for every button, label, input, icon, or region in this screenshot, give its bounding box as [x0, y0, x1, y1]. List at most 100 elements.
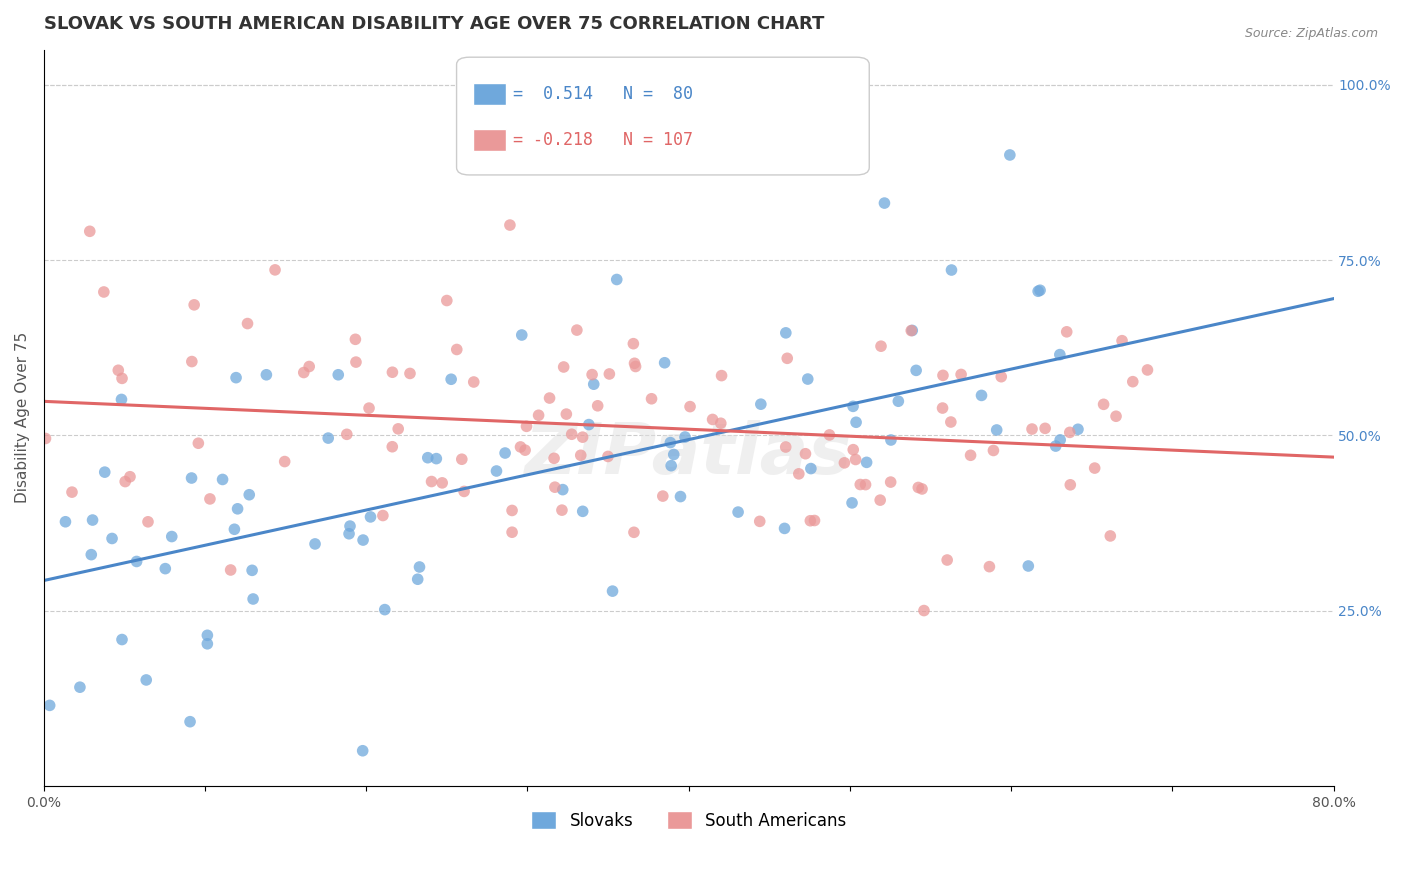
- Point: [357, 401, 380, 416]
- Point: [1029, 283, 1052, 297]
- Point: [179, 714, 201, 729]
- Point: [1136, 363, 1159, 377]
- Point: [794, 447, 817, 461]
- Point: [198, 491, 221, 506]
- Point: [416, 450, 439, 465]
- Point: [640, 392, 662, 406]
- Point: [598, 367, 620, 381]
- Point: [939, 415, 962, 429]
- Point: [509, 440, 531, 454]
- Point: [931, 401, 953, 415]
- Point: [565, 323, 588, 337]
- Point: [621, 336, 644, 351]
- Point: [406, 572, 429, 586]
- Point: [425, 451, 447, 466]
- Point: [749, 397, 772, 411]
- Point: [107, 363, 129, 377]
- Point: [264, 263, 287, 277]
- Point: [800, 461, 823, 475]
- Point: [544, 480, 567, 494]
- Point: [1099, 529, 1122, 543]
- Point: [219, 563, 242, 577]
- Text: ZIPatlas: ZIPatlas: [524, 420, 852, 489]
- Point: [211, 473, 233, 487]
- Point: [1026, 285, 1049, 299]
- Point: [236, 317, 259, 331]
- Point: [797, 372, 820, 386]
- Point: [727, 505, 749, 519]
- Point: [1067, 422, 1090, 436]
- Point: [344, 355, 367, 369]
- Point: [596, 450, 619, 464]
- Point: [110, 392, 132, 407]
- Point: [34, 432, 56, 446]
- Point: [773, 521, 796, 535]
- Point: [950, 368, 973, 382]
- Point: [669, 490, 692, 504]
- Point: [94, 465, 117, 479]
- Point: [101, 532, 124, 546]
- Point: [571, 430, 593, 444]
- Point: [775, 440, 797, 454]
- Point: [659, 458, 682, 473]
- Point: [880, 433, 903, 447]
- Point: [710, 368, 733, 383]
- Point: [855, 455, 877, 469]
- Point: [55, 515, 77, 529]
- Point: [224, 522, 246, 536]
- Point: [292, 366, 315, 380]
- Point: [436, 293, 458, 308]
- Point: [551, 483, 574, 497]
- Point: [344, 332, 367, 346]
- Point: [911, 482, 934, 496]
- Point: [845, 415, 868, 429]
- Point: [510, 328, 533, 343]
- Point: [1049, 433, 1071, 447]
- Point: [183, 298, 205, 312]
- Point: [111, 371, 134, 385]
- Point: [381, 365, 404, 379]
- Point: [679, 400, 702, 414]
- Point: [180, 354, 202, 368]
- Point: [304, 537, 326, 551]
- Point: [381, 440, 404, 454]
- Point: [494, 446, 516, 460]
- Point: [336, 427, 359, 442]
- Point: [187, 436, 209, 450]
- Point: [160, 530, 183, 544]
- Point: [337, 526, 360, 541]
- Point: [849, 477, 872, 491]
- Point: [501, 503, 523, 517]
- Point: [254, 368, 277, 382]
- Point: [842, 442, 865, 457]
- Point: [905, 363, 928, 377]
- Point: [959, 448, 981, 462]
- Point: [606, 272, 628, 286]
- Point: [1021, 422, 1043, 436]
- Point: [1033, 421, 1056, 435]
- Point: [352, 533, 374, 547]
- Point: [555, 407, 578, 421]
- Point: [446, 343, 468, 357]
- Point: [328, 368, 350, 382]
- Point: [710, 416, 733, 430]
- Point: [298, 359, 321, 374]
- Text: Source: ZipAtlas.com: Source: ZipAtlas.com: [1244, 27, 1378, 40]
- Point: [869, 493, 891, 508]
- Point: [240, 563, 263, 577]
- Point: [273, 454, 295, 468]
- Point: [180, 471, 202, 485]
- Point: [936, 553, 959, 567]
- Point: [352, 744, 374, 758]
- Point: [387, 422, 409, 436]
- Point: [1111, 334, 1133, 348]
- Point: [912, 603, 935, 617]
- Point: [432, 475, 454, 490]
- Point: [582, 377, 605, 392]
- Point: [374, 602, 396, 616]
- Point: [538, 391, 561, 405]
- Point: [195, 628, 218, 642]
- Point: [225, 370, 247, 384]
- Point: [371, 508, 394, 523]
- Point: [651, 489, 673, 503]
